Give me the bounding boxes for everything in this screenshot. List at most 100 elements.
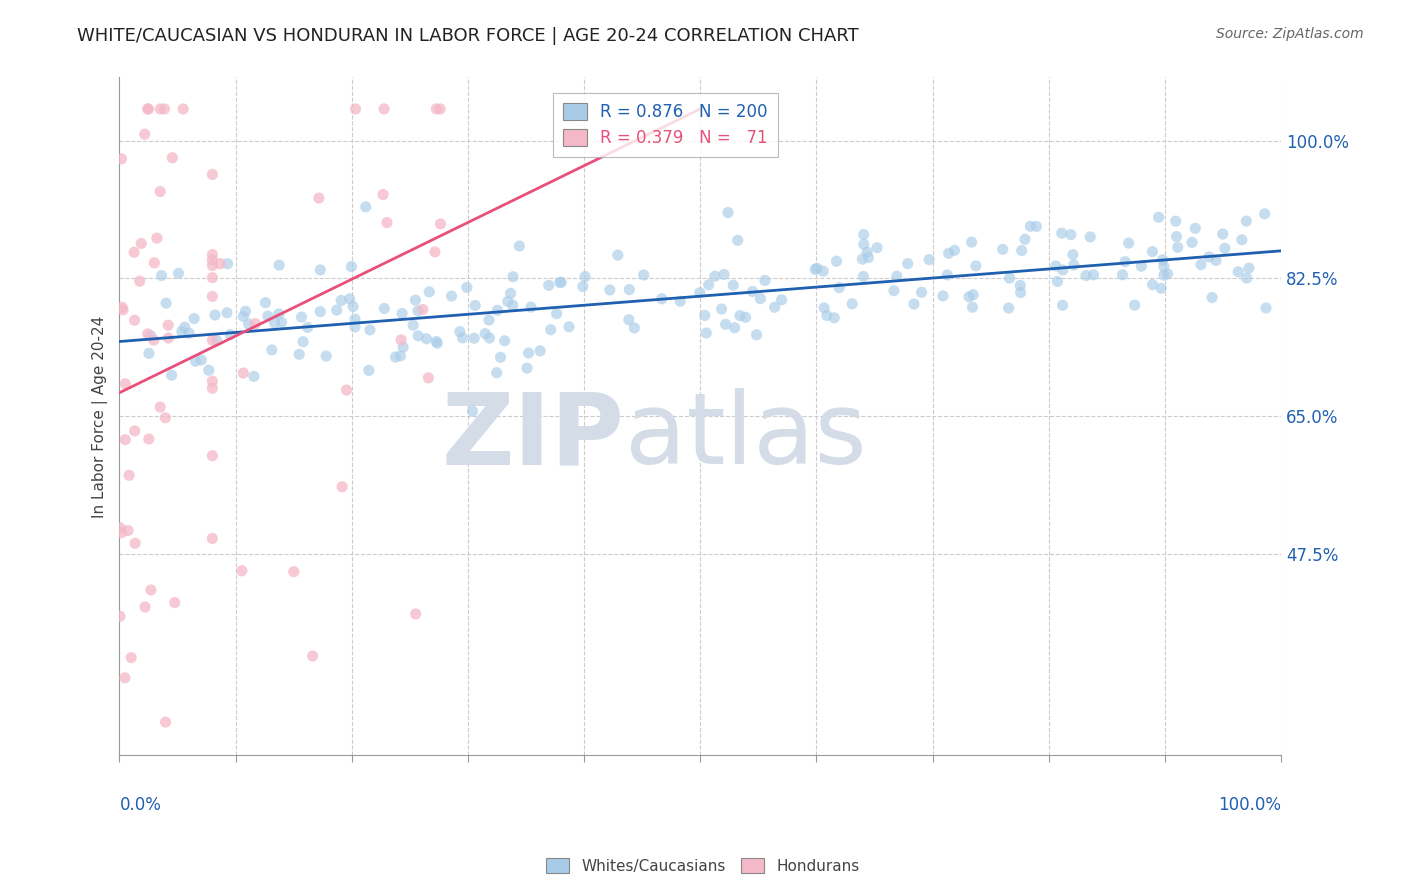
Point (997, 301, 1019, 315)
Point (550, 275, 572, 289)
Point (697, 277, 720, 292)
Point (406, 329, 429, 343)
Point (693, 309, 716, 323)
Point (1052, 263, 1074, 277)
Point (344, 312, 367, 326)
Point (1253, 207, 1275, 221)
Point (456, 280, 478, 294)
Point (617, 312, 640, 326)
Point (344, 102, 367, 116)
Point (651, 292, 673, 306)
Point (134, 599, 156, 614)
Point (599, 283, 621, 297)
Point (209, 257, 232, 271)
Point (232, 366, 254, 380)
Point (936, 268, 959, 282)
Point (1164, 214, 1187, 228)
Point (1150, 281, 1173, 295)
Point (201, 333, 224, 347)
Point (201, 532, 224, 546)
Point (359, 323, 381, 337)
Point (143, 256, 166, 270)
Point (558, 319, 581, 334)
Point (267, 307, 290, 321)
Point (423, 244, 446, 259)
Point (373, 102, 395, 116)
Point (537, 278, 560, 293)
Point (897, 257, 920, 271)
Point (852, 227, 875, 242)
Point (572, 279, 595, 293)
Point (517, 346, 540, 360)
Point (283, 565, 305, 579)
Point (412, 302, 434, 317)
Point (124, 313, 146, 327)
Point (858, 251, 880, 265)
Point (1153, 268, 1175, 282)
Point (478, 313, 501, 327)
Point (201, 449, 224, 463)
Point (1014, 232, 1036, 246)
Point (485, 366, 508, 380)
Point (391, 306, 413, 320)
Point (418, 371, 440, 385)
Point (254, 295, 277, 310)
Text: Source: ZipAtlas.com: Source: ZipAtlas.com (1216, 27, 1364, 41)
Point (142, 333, 165, 347)
Point (157, 318, 180, 333)
Point (118, 468, 141, 483)
Point (1152, 252, 1174, 267)
Point (451, 331, 474, 345)
Point (1198, 250, 1220, 264)
Point (184, 354, 207, 368)
Point (402, 318, 425, 332)
Point (1181, 235, 1204, 250)
Point (932, 289, 955, 303)
Point (1060, 227, 1083, 242)
Point (219, 327, 242, 342)
Point (238, 317, 260, 331)
Point (938, 246, 960, 260)
Point (727, 233, 749, 247)
Point (574, 269, 596, 284)
Point (965, 259, 987, 273)
Point (117, 524, 139, 538)
Point (149, 185, 172, 199)
Point (1118, 236, 1140, 251)
Point (1254, 301, 1277, 315)
Point (128, 274, 150, 288)
Point (170, 325, 193, 339)
Point (290, 310, 312, 324)
Point (962, 287, 984, 301)
Point (201, 259, 224, 273)
Point (155, 296, 177, 310)
Point (406, 304, 429, 318)
Point (717, 205, 740, 219)
Point (474, 326, 496, 341)
Point (138, 432, 160, 446)
Point (155, 715, 177, 730)
Point (1227, 265, 1250, 279)
Point (1167, 240, 1189, 254)
Point (1123, 298, 1146, 312)
Point (201, 168, 224, 182)
Point (201, 381, 224, 395)
Point (689, 285, 711, 300)
Point (373, 301, 395, 316)
Point (288, 347, 311, 361)
Point (405, 607, 427, 621)
Point (297, 320, 319, 334)
Point (354, 200, 377, 214)
Point (110, 525, 132, 540)
Point (714, 318, 737, 332)
Point (392, 340, 415, 354)
Point (139, 328, 162, 343)
Point (163, 596, 186, 610)
Point (516, 361, 538, 376)
Point (342, 300, 364, 314)
Point (1010, 285, 1032, 300)
Text: WHITE/CAUCASIAN VS HONDURAN IN LABOR FORCE | AGE 20-24 CORRELATION CHART: WHITE/CAUCASIAN VS HONDURAN IN LABOR FOR… (77, 27, 859, 45)
Point (1230, 233, 1253, 247)
Point (815, 309, 838, 323)
Point (548, 276, 571, 290)
